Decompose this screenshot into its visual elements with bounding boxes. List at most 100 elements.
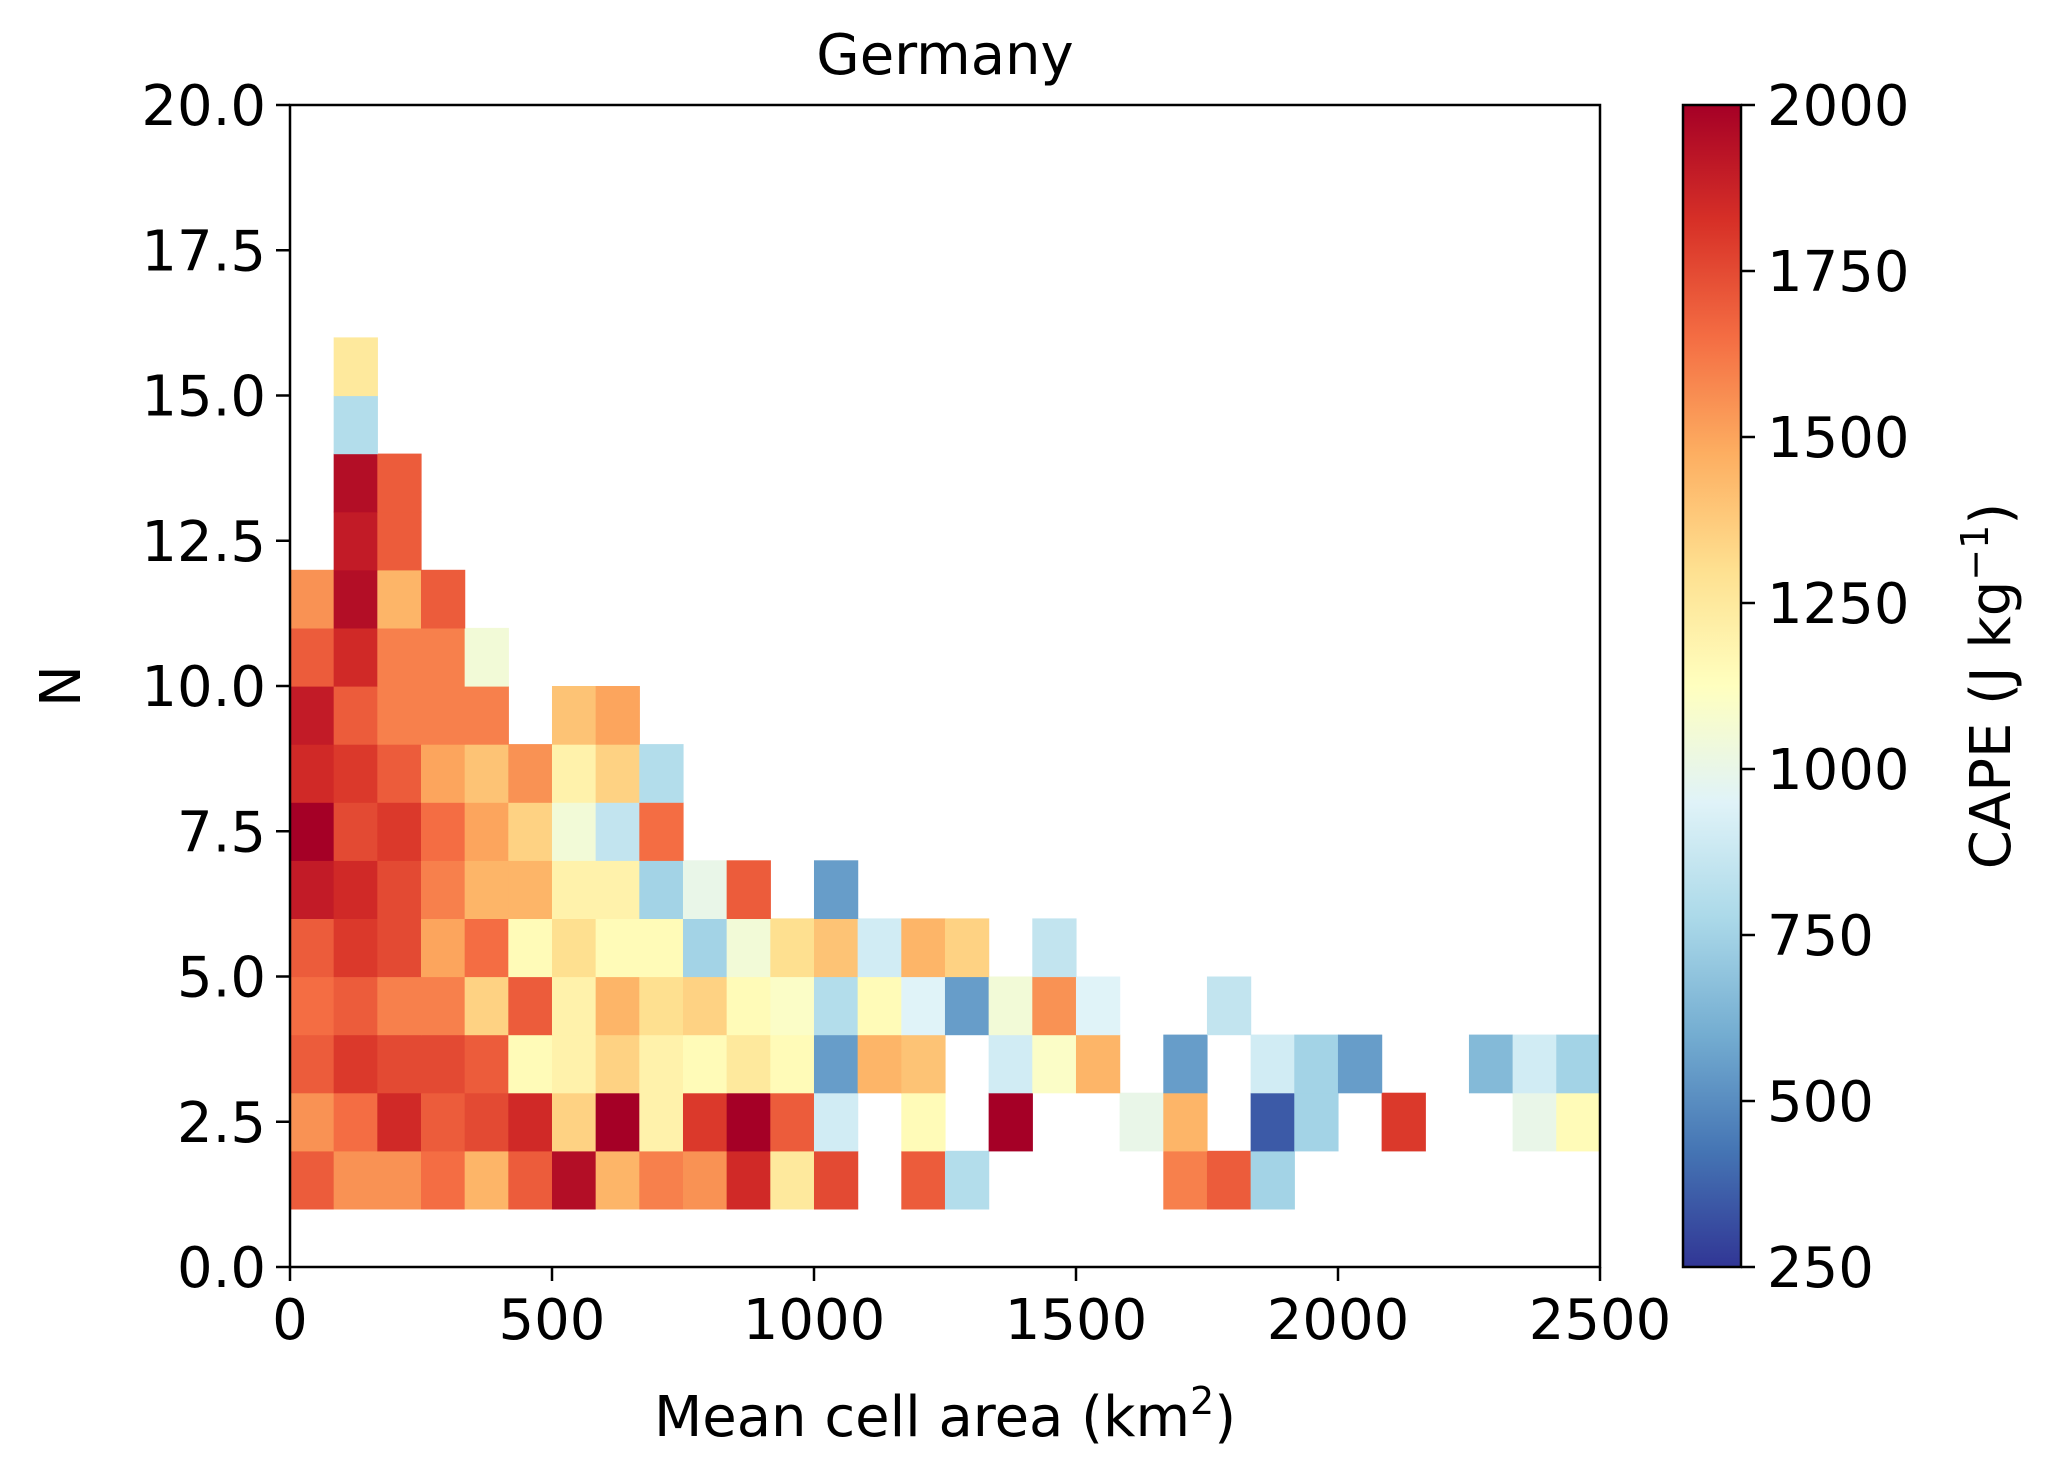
heatmap-cell [333, 395, 378, 455]
heatmap-cell [333, 976, 378, 1036]
heatmap-cell [901, 1092, 946, 1152]
heatmap-cell [595, 860, 640, 919]
heatmap-cell [639, 802, 684, 861]
heatmap-cell [639, 918, 684, 978]
heatmap-cell [682, 918, 728, 978]
heatmap-cell [1250, 1034, 1295, 1094]
heatmap-cell [290, 627, 335, 687]
colorbar-label-end: ) [1959, 503, 2024, 525]
heatmap-cell [901, 918, 946, 978]
colorbar-label-superscript: −1 [1953, 525, 1997, 581]
heatmap-cell [333, 802, 378, 861]
heatmap-cell [464, 627, 509, 687]
y-tick-label: 7.5 [177, 800, 266, 865]
heatmap-cell [333, 1034, 378, 1094]
heatmap-cell [333, 918, 378, 978]
heatmap-cell [639, 1034, 684, 1094]
heatmap-cell [1163, 1092, 1208, 1152]
heatmap-cell [377, 918, 422, 978]
heatmap-cell [420, 569, 466, 629]
heatmap-cell [290, 1092, 335, 1152]
heatmap-cell [1294, 1034, 1339, 1094]
heatmap-cell [639, 744, 684, 803]
y-tick-label: 0.0 [177, 1236, 266, 1301]
colorbar-tick-label: 1250 [1767, 572, 1910, 637]
heatmap-cell [377, 1034, 422, 1094]
heatmap-cell [944, 1150, 990, 1210]
heatmap-cell [1206, 1150, 1252, 1210]
heatmap-cell [639, 1150, 684, 1210]
heatmap-cell [464, 918, 509, 978]
heatmap-cell [508, 1034, 553, 1094]
heatmap-cell [333, 1150, 378, 1210]
x-axis-ticks: 0 500 1000 1500 2000 2500 [272, 1267, 1671, 1353]
heatmap-cell [813, 860, 859, 919]
x-tick-label: 2000 [1267, 1288, 1410, 1353]
colorbar-tick-label: 250 [1767, 1236, 1874, 1301]
heatmap-cell [1119, 1092, 1164, 1152]
heatmap-cells [290, 337, 1601, 1210]
heatmap-cell [377, 627, 422, 687]
x-tick-label: 0 [272, 1288, 308, 1353]
x-axis-label-text: Mean cell area (km [654, 1385, 1190, 1450]
heatmap-cell [857, 1034, 902, 1094]
heatmap-cell [1468, 1034, 1514, 1094]
heatmap-cell [726, 860, 771, 919]
heatmap-cell [857, 976, 902, 1036]
colorbar-label-text: CAPE (J kg [1959, 581, 2024, 870]
y-tick-label: 5.0 [177, 946, 266, 1011]
heatmap-cell [1075, 976, 1121, 1036]
heatmap-cell [464, 1092, 509, 1152]
heatmap-cell [377, 860, 422, 919]
heatmap-cell [595, 976, 640, 1036]
heatmap-cell [377, 976, 422, 1036]
heatmap-cell [813, 1034, 859, 1094]
heatmap-cell [813, 1150, 859, 1210]
heatmap-cell [595, 744, 640, 803]
heatmap-cell [333, 1092, 378, 1152]
heatmap-cell [1512, 1092, 1557, 1152]
heatmap-cell [290, 802, 335, 861]
y-tick-label: 10.0 [141, 655, 266, 720]
heatmap-cell [1556, 1034, 1601, 1094]
heatmap-cell [508, 1150, 553, 1210]
heatmap-cell [857, 918, 902, 978]
chart-title: Germany [816, 23, 1073, 88]
heatmap-cell [464, 744, 509, 803]
heatmap-cell [508, 1092, 553, 1152]
heatmap-cell [595, 1034, 640, 1094]
heatmap-cell [333, 337, 378, 397]
y-axis-ticks: 0.0 2.5 5.0 7.5 10.0 12.5 15.0 17.5 20.0 [141, 74, 290, 1301]
heatmap-cell [464, 686, 509, 745]
heatmap-cell [1294, 1092, 1339, 1152]
heatmap-cell [639, 1092, 684, 1152]
heatmap-cell [726, 1034, 771, 1094]
heatmap-cell [770, 918, 815, 978]
heatmap-cell [1512, 1034, 1557, 1094]
heatmap-cell [726, 1092, 771, 1152]
colorbar-tick-label: 1750 [1767, 240, 1910, 305]
heatmap-cell [377, 511, 422, 571]
y-tick-label: 15.0 [141, 365, 266, 430]
heatmap-cell [333, 686, 378, 745]
heatmap-cell [333, 744, 378, 803]
heatmap-cell [333, 860, 378, 919]
colorbar-tick-label: 1000 [1767, 738, 1910, 803]
heatmap-cell [420, 976, 466, 1036]
colorbar [1681, 103, 1743, 1269]
heatmap-cell [551, 744, 597, 803]
heatmap-cell [682, 976, 728, 1036]
colorbar-tick-label: 2000 [1767, 74, 1910, 139]
heatmap-cell [420, 627, 466, 687]
heatmap-cell [420, 802, 466, 861]
heatmap-cell [290, 918, 335, 978]
heatmap-cell [333, 511, 378, 571]
heatmap-cell [1032, 918, 1077, 978]
x-axis-label-end: ) [1214, 1385, 1236, 1450]
heatmap-cell [988, 1034, 1033, 1094]
x-tick-label: 1000 [743, 1288, 886, 1353]
heatmap-cell [770, 1034, 815, 1094]
heatmap-cell [464, 1150, 509, 1210]
heatmap-cell [1032, 976, 1077, 1036]
